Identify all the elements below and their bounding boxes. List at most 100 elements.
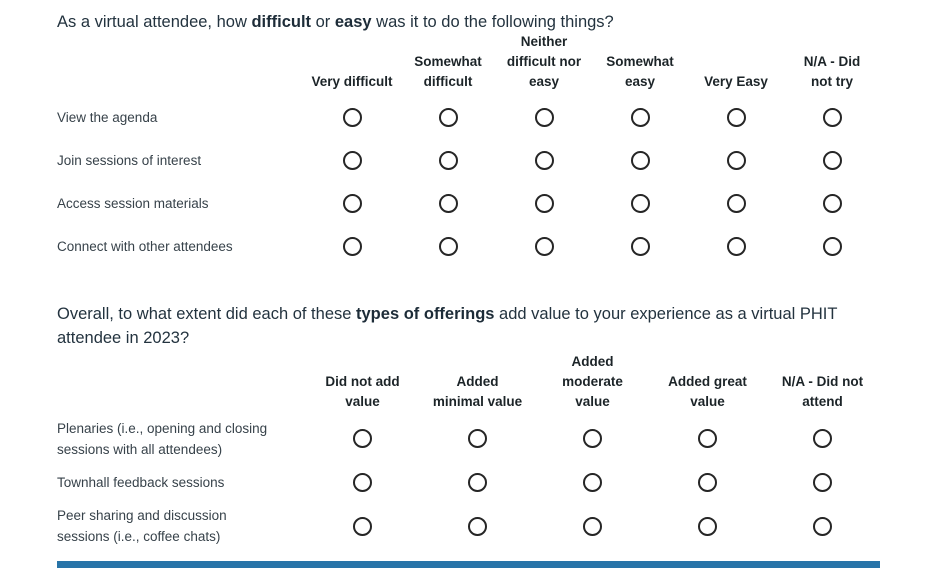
q1-join-sessions-very-difficult-radio[interactable]: [342, 151, 362, 170]
q2-plenaries-great-radio[interactable]: [698, 429, 717, 448]
q1-r4-c5-cell: [688, 225, 784, 268]
q1-r1-c2-cell: [400, 96, 496, 139]
question1-bold-difficult: difficult: [251, 13, 312, 31]
q1-connect-attendees-somewhat-difficult-radio[interactable]: [438, 237, 458, 256]
q1-connect-attendees-very-easy-radio[interactable]: [726, 237, 746, 256]
q1-col-header-very-easy: Very Easy: [704, 74, 768, 89]
q1-access-materials-very-difficult-radio[interactable]: [342, 194, 362, 213]
q1-r3-c2-cell: [400, 182, 496, 225]
q2-r3-c4-cell: [650, 503, 765, 549]
q2-row-label-townhall: Townhall feedback sessions: [57, 474, 225, 490]
question2-bold-offerings: types of offerings: [356, 305, 495, 323]
q2-r2-c1-cell: [305, 461, 420, 503]
q1-join-sessions-na-radio[interactable]: [822, 151, 842, 170]
question2-text: Overall, to what extent did each of thes…: [57, 302, 887, 350]
q2-col-header-great: Added great value: [668, 374, 747, 409]
q1-connect-attendees-very-difficult-radio[interactable]: [342, 237, 362, 256]
q1-r3-c4-cell: [592, 182, 688, 225]
q1-view-agenda-very-difficult-radio[interactable]: [342, 108, 362, 127]
q2-townhall-great-radio[interactable]: [698, 472, 717, 492]
q2-peer-sharing-moderate-radio[interactable]: [583, 516, 602, 536]
q1-r2-c1-cell: [304, 139, 400, 182]
q1-r3-c3-cell: [496, 182, 592, 225]
q2-plenaries-did-not-add-radio[interactable]: [353, 429, 372, 448]
q2-townhall-did-not-add-radio[interactable]: [353, 472, 372, 492]
matrix-question2: Did not add value Added minimal value Ad…: [57, 352, 880, 549]
q1-r4-c3-cell: [496, 225, 592, 268]
q1-connect-attendees-neither-radio[interactable]: [534, 237, 554, 256]
q1-r3-c5-cell: [688, 182, 784, 225]
q1-row-label-join-sessions: Join sessions of interest: [57, 153, 202, 168]
q2-r2-c3-cell: [535, 461, 650, 503]
q1-access-materials-na-radio[interactable]: [822, 194, 842, 213]
q2-r2-c2-cell: [420, 461, 535, 503]
q2-plenaries-minimal-radio[interactable]: [468, 429, 487, 448]
q2-plenaries-na-radio[interactable]: [813, 429, 832, 448]
q2-row-label-peer-sharing: Peer sharing and discussion sessions (i.…: [57, 508, 227, 544]
question1-text-mid: or: [311, 13, 335, 31]
q1-col-header-neither: Neither difficult nor easy: [506, 34, 582, 89]
question2-text-pre: Overall, to what extent did each of thes…: [57, 305, 357, 323]
q2-peer-sharing-great-radio[interactable]: [698, 516, 717, 536]
q1-access-materials-somewhat-easy-radio[interactable]: [630, 194, 650, 213]
q2-row-label-plenaries: Plenaries (i.e., opening and closing ses…: [57, 420, 268, 457]
q1-r4-c6-cell: [784, 225, 880, 268]
q2-col-header-na: N/A - Did not attend: [781, 374, 864, 409]
q1-r3-c6-cell: [784, 182, 880, 225]
q2-col-header-moderate: Added moderate value: [562, 354, 623, 409]
q2-r3-c5-cell: [765, 503, 880, 549]
matrix-question1: Very difficult Somewhat difficult Neithe…: [57, 34, 880, 268]
q1-view-agenda-somewhat-easy-radio[interactable]: [630, 108, 650, 127]
matrix1-corner: [57, 36, 304, 96]
q2-r3-c2-cell: [420, 503, 535, 549]
q1-row-label-view-agenda: View the agenda: [57, 110, 158, 125]
q2-r1-c2-cell: [420, 416, 535, 461]
q1-r1-c4-cell: [592, 96, 688, 139]
q2-plenaries-moderate-radio[interactable]: [583, 429, 602, 448]
q1-r2-c6-cell: [784, 139, 880, 182]
q1-col-header-somewhat-difficult: Somewhat difficult: [414, 54, 482, 89]
q2-peer-sharing-did-not-add-radio[interactable]: [353, 516, 372, 536]
q1-join-sessions-somewhat-easy-radio[interactable]: [630, 151, 650, 170]
q2-townhall-moderate-radio[interactable]: [583, 472, 602, 492]
q1-r1-c3-cell: [496, 96, 592, 139]
question1-text-pre: As a virtual attendee, how: [57, 13, 252, 31]
q1-col-header-very-difficult: Very difficult: [311, 74, 393, 89]
q2-r1-c4-cell: [650, 416, 765, 461]
q1-join-sessions-very-easy-radio[interactable]: [726, 151, 746, 170]
q1-r1-c1-cell: [304, 96, 400, 139]
q1-view-agenda-very-easy-radio[interactable]: [726, 108, 746, 127]
q1-row-label-connect-attendees: Connect with other attendees: [57, 239, 233, 254]
q2-r1-c1-cell: [305, 416, 420, 461]
q1-r3-c1-cell: [304, 182, 400, 225]
question1-text-post: was it to do the following things?: [371, 13, 614, 31]
q1-join-sessions-neither-radio[interactable]: [534, 151, 554, 170]
q1-r2-c2-cell: [400, 139, 496, 182]
q1-access-materials-very-easy-radio[interactable]: [726, 194, 746, 213]
q1-access-materials-neither-radio[interactable]: [534, 194, 554, 213]
question2-text-post: add value to your experience as a virtua…: [57, 305, 838, 347]
q2-r1-c3-cell: [535, 416, 650, 461]
q2-r2-c5-cell: [765, 461, 880, 503]
q1-view-agenda-neither-radio[interactable]: [534, 108, 554, 127]
q2-peer-sharing-na-radio[interactable]: [813, 516, 832, 536]
q2-townhall-minimal-radio[interactable]: [468, 472, 487, 492]
q2-peer-sharing-minimal-radio[interactable]: [468, 516, 487, 536]
q1-r4-c4-cell: [592, 225, 688, 268]
q1-view-agenda-na-radio[interactable]: [822, 108, 842, 127]
q1-r4-c2-cell: [400, 225, 496, 268]
q1-r2-c4-cell: [592, 139, 688, 182]
q2-townhall-na-radio[interactable]: [813, 472, 832, 492]
q1-access-materials-somewhat-difficult-radio[interactable]: [438, 194, 458, 213]
q1-view-agenda-somewhat-difficult-radio[interactable]: [438, 108, 458, 127]
q1-r4-c1-cell: [304, 225, 400, 268]
q1-join-sessions-somewhat-difficult-radio[interactable]: [438, 151, 458, 170]
q2-r3-c1-cell: [305, 503, 420, 549]
q1-r2-c3-cell: [496, 139, 592, 182]
question1-bold-easy: easy: [334, 13, 372, 31]
q2-r1-c5-cell: [765, 416, 880, 461]
q2-col-header-minimal: Added minimal value: [432, 374, 523, 409]
q1-r1-c6-cell: [784, 96, 880, 139]
q1-connect-attendees-na-radio[interactable]: [822, 237, 842, 256]
q1-connect-attendees-somewhat-easy-radio[interactable]: [630, 237, 650, 256]
